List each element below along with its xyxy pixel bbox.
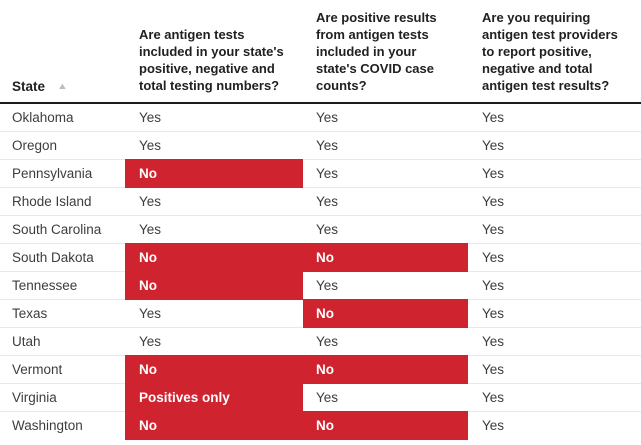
state-name: South Dakota	[12, 250, 94, 265]
column-header-q3: Are you requiring antigen test providers…	[482, 10, 618, 93]
answer-q3: Yes	[482, 250, 505, 265]
answer-q3: Yes	[482, 362, 505, 377]
answer-q3: Yes	[482, 418, 505, 433]
state-name: South Carolina	[12, 222, 102, 237]
table-row: Utah Yes Yes Yes	[0, 328, 641, 356]
state-name: Vermont	[12, 362, 63, 377]
table-row: Vermont No No Yes	[0, 355, 641, 384]
table-row: Washington No No Yes	[0, 411, 641, 440]
answer-q2: Yes	[316, 222, 339, 237]
table-row: Tennessee No Yes Yes	[0, 271, 641, 300]
table-row: Oklahoma Yes Yes Yes	[0, 104, 641, 132]
state-name: Oklahoma	[12, 110, 74, 125]
answer-q2: Yes	[316, 138, 339, 153]
answer-q1: No	[125, 243, 303, 272]
answer-q1: Positives only	[125, 383, 303, 412]
state-name: Texas	[12, 306, 48, 321]
answer-q1: Yes	[139, 222, 162, 237]
table-row: Pennsylvania No Yes Yes	[0, 159, 641, 188]
answer-q1: No	[125, 159, 303, 188]
state-name: Washington	[12, 418, 83, 433]
answer-q2: Yes	[316, 110, 339, 125]
answer-q2: No	[303, 411, 468, 440]
answer-q3: Yes	[482, 306, 505, 321]
answer-q1: Yes	[139, 194, 162, 209]
answer-q2: Yes	[316, 334, 339, 349]
table-row: Rhode Island Yes Yes Yes	[0, 188, 641, 216]
answer-q1: Yes	[139, 334, 162, 349]
column-header-q1: Are antigen tests included in your state…	[139, 27, 284, 93]
table-row: Texas Yes No Yes	[0, 299, 641, 328]
answer-q2: No	[303, 355, 468, 384]
column-header-state[interactable]: State ▲	[0, 79, 125, 94]
answer-q2: Yes	[316, 278, 339, 293]
state-header-label: State	[12, 79, 46, 94]
answer-q3: Yes	[482, 278, 505, 293]
answer-q1: Yes	[139, 306, 162, 321]
column-header-q2: Are positive results from antigen tests …	[316, 10, 437, 93]
answer-q3: Yes	[482, 110, 505, 125]
answer-q3: Yes	[482, 166, 505, 181]
answer-q1: No	[125, 271, 303, 300]
answer-q2: Yes	[316, 194, 339, 209]
answer-q3: Yes	[482, 138, 505, 153]
answer-q3: Yes	[482, 390, 505, 405]
answer-q1: Yes	[139, 110, 162, 125]
answer-q3: Yes	[482, 222, 505, 237]
table-row: Virginia Positives only Yes Yes	[0, 383, 641, 412]
state-name: Virginia	[12, 390, 57, 405]
answer-q1: Yes	[139, 138, 162, 153]
answer-q2: No	[303, 243, 468, 272]
answer-q2: No	[303, 299, 468, 328]
table-row: South Carolina Yes Yes Yes	[0, 216, 641, 244]
state-name: Rhode Island	[12, 194, 92, 209]
answer-q1: No	[125, 355, 303, 384]
state-name: Oregon	[12, 138, 58, 153]
table-body: Oklahoma Yes Yes Yes Oregon Yes Yes Yes …	[0, 104, 641, 440]
state-name: Utah	[12, 334, 41, 349]
answer-q2: Yes	[316, 166, 339, 181]
answer-q1: No	[125, 411, 303, 440]
answer-q2: Yes	[316, 390, 339, 405]
state-name: Pennsylvania	[12, 166, 93, 181]
answer-q3: Yes	[482, 194, 505, 209]
table-header: State ▲ Are antigen tests included in yo…	[0, 0, 641, 104]
table-row: Oregon Yes Yes Yes	[0, 132, 641, 160]
table-row: South Dakota No No Yes	[0, 243, 641, 272]
answer-q3: Yes	[482, 334, 505, 349]
sort-ascending-icon[interactable]: ▲	[56, 81, 69, 91]
state-name: Tennessee	[12, 278, 78, 293]
